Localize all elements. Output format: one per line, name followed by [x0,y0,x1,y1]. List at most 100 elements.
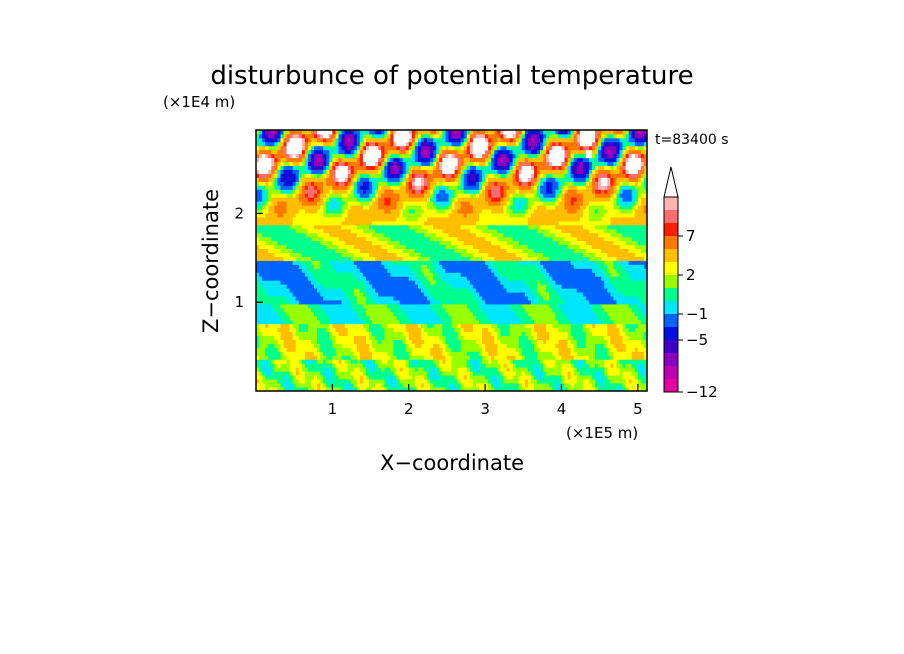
field-cell [277,355,281,360]
field-cell [616,359,620,364]
field-cell [365,260,370,265]
field-cell [359,304,364,309]
field-cell [564,248,568,253]
field-cell [540,367,544,372]
field-cell [463,280,468,285]
field-cell [604,307,608,313]
field-cell [326,351,330,356]
field-cell [362,323,367,329]
field-cell [369,343,373,348]
field-cell [634,327,639,333]
field-cell [268,319,272,325]
field-cell [408,304,413,309]
field-cell [457,292,462,297]
field-cell [485,347,489,352]
field-cell [332,244,336,250]
field-cell [283,292,287,297]
field-cell [527,371,532,376]
field-cell [582,280,587,285]
field-cell [457,383,462,388]
field-cell [326,272,330,277]
field-cell [472,379,477,384]
field-cell [475,347,480,352]
field-cell [475,307,480,313]
field-cell [265,351,269,356]
field-cell [411,331,416,337]
field-cell [335,304,339,309]
field-cell [427,256,431,261]
field-cell [393,307,397,313]
field-cell [390,327,394,333]
field-cell [420,347,425,352]
field-cell [329,276,333,281]
field-cell [274,311,278,317]
field-cell [396,339,400,344]
field-cell [301,319,306,325]
field-cell [515,363,520,368]
field-cell [433,244,437,250]
field-cell [592,304,596,309]
field-cell [576,351,581,356]
field-cell [329,248,333,253]
field-cell [390,323,394,329]
field-cell [399,276,404,281]
field-cell [295,292,300,297]
field-cell [332,327,336,333]
field-cell [362,339,367,344]
field-cell [277,292,281,297]
field-cell [595,240,599,246]
field-cell [451,311,455,317]
field-cell [332,387,336,392]
field-cell [494,284,498,289]
field-cell [436,375,440,380]
field-cell [530,244,535,250]
field-cell [582,236,587,242]
field-cell [262,272,266,277]
field-cell [390,371,394,376]
field-cell [344,375,349,380]
field-cell [301,268,306,273]
field-cell [454,260,458,265]
field-cell [564,383,568,388]
field-cell [561,355,565,360]
field-cell [573,347,578,352]
field-cell [585,359,590,364]
field-cell [307,387,312,392]
field-cell [262,319,266,325]
field-cell [640,236,645,242]
field-cell [436,264,440,269]
field-cell [482,343,486,348]
field-cell [518,307,523,313]
field-cell [384,331,388,337]
field-cell [387,371,391,376]
field-cell [295,359,300,364]
field-cell [420,252,425,257]
field-cell [292,296,297,301]
field-cell [314,375,318,380]
field-cell [304,331,309,337]
field-cell [310,355,315,360]
field-cell [439,268,443,273]
field-cell [277,383,281,388]
field-cell [460,268,465,273]
field-cell [341,260,345,265]
field-cell [277,363,281,368]
field-cell [527,323,532,329]
field-cell [469,300,474,305]
field-cell [292,236,297,242]
field-cell [506,248,510,253]
field-cell [353,264,358,269]
field-cell [622,379,627,384]
field-cell [509,367,513,372]
field-cell [582,248,587,253]
field-cell [588,371,593,376]
field-cell [466,343,471,348]
field-cell [271,359,275,364]
field-cell [283,248,287,253]
field-cell [387,311,391,317]
field-cell [521,331,526,337]
field-cell [289,288,294,293]
field-cell [588,363,593,368]
field-cell [613,264,617,269]
field-cell [607,387,611,392]
